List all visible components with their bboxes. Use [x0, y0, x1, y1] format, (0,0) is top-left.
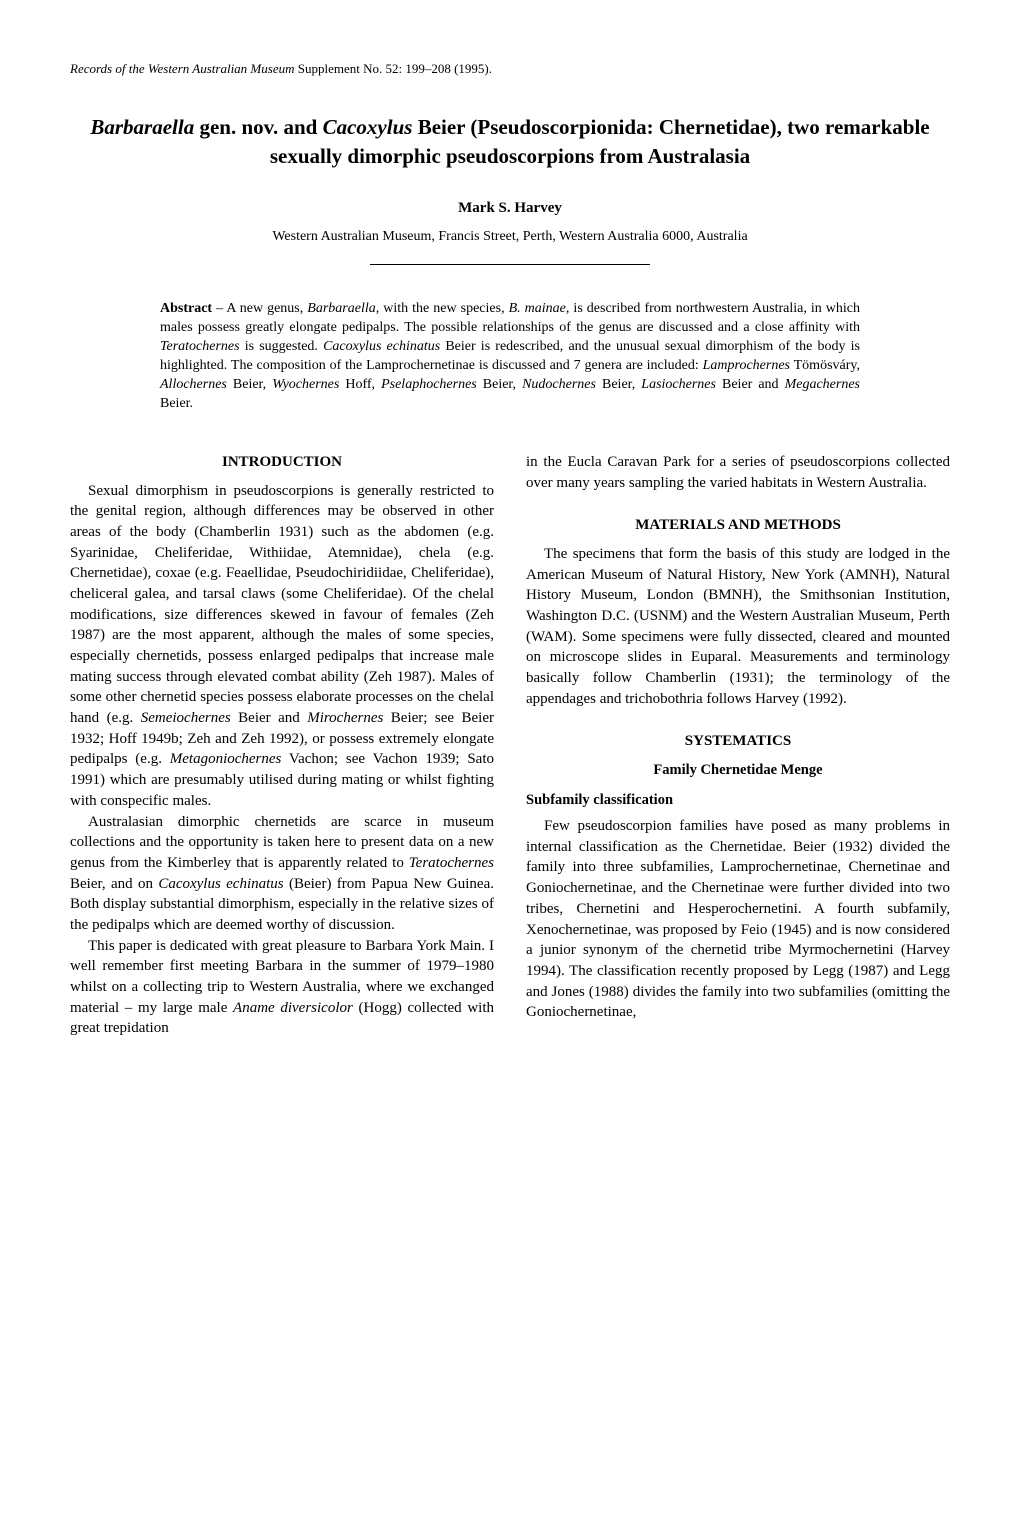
left-column: INTRODUCTION Sexual dimorphism in pseudo… [70, 452, 494, 1039]
intro-para-3: This paper is dedicated with great pleas… [70, 936, 494, 1039]
subfamily-heading: Subfamily classification [526, 790, 950, 810]
intro-para-1: Sexual dimorphism in pseudoscorpions is … [70, 481, 494, 812]
body-columns: INTRODUCTION Sexual dimorphism in pseudo… [70, 452, 950, 1039]
paper-title: Barbaraella gen. nov. and Cacoxylus Beie… [70, 113, 950, 170]
divider-rule [370, 264, 650, 265]
abstract-label: Abstract [160, 301, 212, 316]
journal-name: Records of the Western Australian Museum [70, 61, 294, 76]
right-column: in the Eucla Caravan Park for a series o… [526, 452, 950, 1039]
intro-para-2: Australasian dimorphic chernetids are sc… [70, 812, 494, 936]
family-heading: Family Chernetidae Menge [526, 760, 950, 780]
citation-line: Records of the Western Australian Museum… [70, 60, 950, 78]
author-name: Mark S. Harvey [70, 198, 950, 219]
systematics-para-1: Few pseudoscorpion families have posed a… [526, 816, 950, 1023]
systematics-heading: SYSTEMATICS [526, 731, 950, 752]
citation-details: Supplement No. 52: 199–208 (1995). [298, 61, 492, 76]
abstract-block: Abstract – A new genus, Barbaraella, wit… [160, 300, 860, 413]
author-affiliation: Western Australian Museum, Francis Stree… [70, 227, 950, 247]
materials-para-1: The specimens that form the basis of thi… [526, 544, 950, 710]
intro-para-3-cont: in the Eucla Caravan Park for a series o… [526, 452, 950, 493]
introduction-heading: INTRODUCTION [70, 452, 494, 473]
materials-heading: MATERIALS AND METHODS [526, 515, 950, 536]
